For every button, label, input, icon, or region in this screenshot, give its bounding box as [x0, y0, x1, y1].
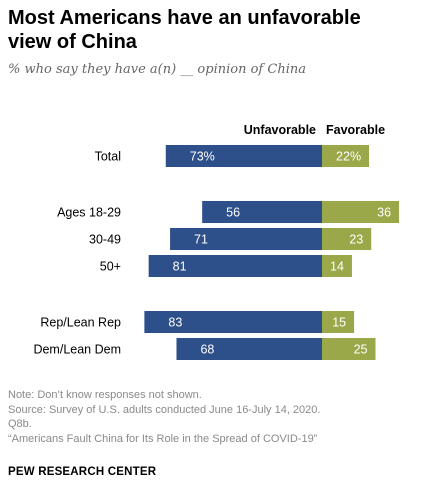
footnotes: Note: Don’t know responses not shown. So…	[8, 388, 418, 446]
row-label-total: Total	[95, 150, 121, 164]
value-unfavorable-dem-lean-dem: 68	[200, 343, 214, 357]
note-text: Note: Don’t know responses not shown.	[8, 389, 202, 401]
value-favorable-50-: 14	[330, 260, 344, 274]
bar-unfavorable-30-49	[170, 228, 322, 250]
bar-favorable-ages-18-29	[322, 201, 400, 223]
value-unfavorable-ages-18-29: 56	[226, 206, 240, 220]
source-question: Q8b.	[8, 418, 32, 430]
chart-subtitle: % who say they have a(n) __ opinion of C…	[8, 62, 306, 77]
row-label-rep-lean-rep: Rep/Lean Rep	[40, 316, 121, 330]
value-favorable-30-49: 23	[349, 233, 363, 247]
value-favorable-dem-lean-dem: 25	[354, 343, 368, 357]
row-label-30-49: 30-49	[89, 233, 121, 247]
bar-favorable-50-	[322, 255, 352, 277]
bar-favorable-30-49	[322, 228, 372, 250]
value-favorable-total: 22%	[336, 150, 361, 164]
chart-title: Most Americans have an unfavorable view …	[8, 6, 418, 54]
report-title: “Americans Fault China for Its Role in t…	[8, 432, 318, 445]
bar-unfavorable-ages-18-29	[202, 201, 322, 223]
bar-unfavorable-dem-lean-dem	[176, 338, 322, 360]
bar-favorable-dem-lean-dem	[322, 338, 376, 360]
bar-unfavorable-50-	[148, 255, 322, 277]
value-unfavorable-total: 73%	[190, 150, 215, 164]
value-unfavorable-rep-lean-rep: 83	[168, 316, 182, 330]
row-label-dem-lean-dem: Dem/Lean Dem	[33, 343, 121, 357]
chart-title-line-2: view of China	[8, 31, 137, 53]
row-label-50-: 50+	[100, 260, 121, 274]
bar-favorable-total	[322, 145, 370, 167]
source-text: Source: Survey of U.S. adults conducted …	[8, 403, 321, 416]
diverging-bar-chart: Unfavorable Favorable Total 73% 22% Ages 18-2…	[33, 123, 400, 360]
chart-title-line-1: Most Americans have an unfavorable	[8, 7, 361, 29]
value-favorable-ages-18-29: 36	[377, 206, 391, 220]
bar-favorable-rep-lean-rep	[322, 311, 355, 333]
bar-unfavorable-total	[165, 145, 322, 167]
legend-favorable: Favorable	[326, 123, 385, 137]
value-favorable-rep-lean-rep: 15	[332, 316, 346, 330]
bar-unfavorable-rep-lean-rep	[144, 311, 322, 333]
legend-unfavorable: Unfavorable	[244, 123, 316, 137]
pew-research-center-logo: PEW RESEARCH CENTER	[8, 466, 157, 478]
value-unfavorable-50-: 81	[173, 260, 187, 274]
value-unfavorable-30-49: 71	[194, 233, 208, 247]
row-label-ages-18-29: Ages 18-29	[57, 206, 121, 220]
